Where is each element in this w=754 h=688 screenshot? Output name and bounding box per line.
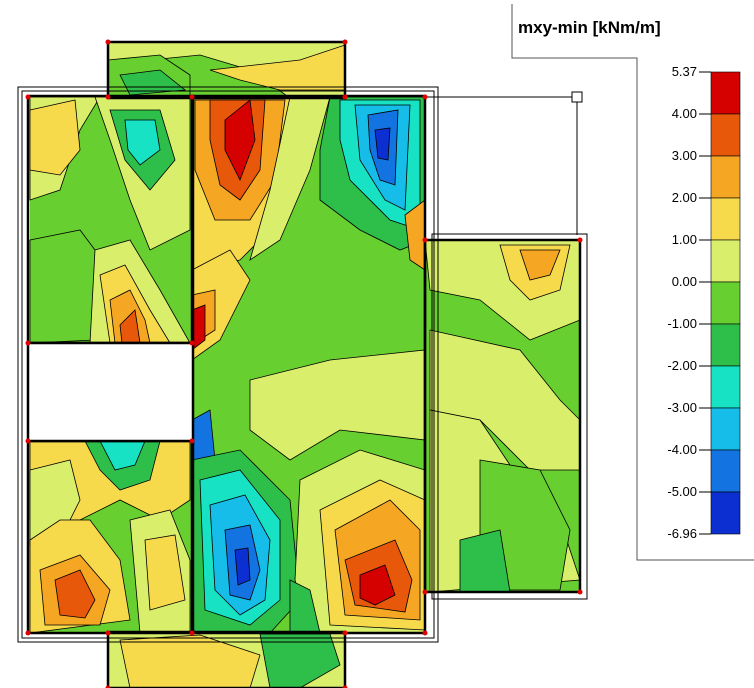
node-point xyxy=(577,237,583,243)
nodes xyxy=(25,39,583,688)
structure-outline xyxy=(17,40,588,688)
node-point xyxy=(105,39,111,45)
legend-color-swatch xyxy=(710,71,741,115)
node-point xyxy=(25,340,31,346)
contour-region xyxy=(119,634,261,688)
contour-region xyxy=(54,569,96,619)
contour-region xyxy=(374,127,391,161)
legend-color-swatch xyxy=(710,365,741,409)
node-point xyxy=(189,438,195,444)
legend-tick-label: -6.96 xyxy=(667,526,697,541)
contour-region xyxy=(249,349,426,461)
legend-color-swatch xyxy=(710,197,741,241)
legend-tick-label: 1.00 xyxy=(671,232,697,247)
legend-title: mxy-min [kNm/m] xyxy=(512,16,754,44)
legend-box-line xyxy=(511,4,754,561)
right-slab-outer xyxy=(431,233,588,600)
legend-frame xyxy=(511,4,754,561)
contour-regions xyxy=(29,41,581,688)
legend-color-swatch xyxy=(710,323,741,367)
node-point xyxy=(577,589,583,595)
opening xyxy=(26,341,195,443)
node-point xyxy=(105,94,111,100)
legend-tick-label: -2.00 xyxy=(667,358,697,373)
right-slab-outline xyxy=(423,238,582,594)
bottom-tab-outline xyxy=(106,630,347,688)
node-point xyxy=(422,94,428,100)
legend-tick-label: -4.00 xyxy=(667,442,697,457)
top-tab-outline xyxy=(106,40,347,100)
contour-region xyxy=(144,534,186,611)
legend-color-swatch xyxy=(710,113,741,157)
node-point xyxy=(189,94,195,100)
legend-tick-label: -5.00 xyxy=(667,484,697,499)
legend-tick-label: 4.00 xyxy=(671,106,697,121)
node-point xyxy=(422,237,428,243)
legend-color-swatch xyxy=(710,449,741,493)
legend-tick-label: -1.00 xyxy=(667,316,697,331)
legend-tick-label: 2.00 xyxy=(671,190,697,205)
legend-color-swatch xyxy=(710,491,741,535)
frame-handle[interactable] xyxy=(571,91,583,103)
contour-region xyxy=(119,69,187,96)
node-point xyxy=(422,630,428,636)
legend-tick-label: 3.00 xyxy=(671,148,697,163)
node-point xyxy=(105,685,111,688)
contour-region xyxy=(234,547,251,586)
node-point xyxy=(342,39,348,45)
legend-tick-label: -3.00 xyxy=(667,400,697,415)
legend-color-swatch xyxy=(710,155,741,199)
legend-tick-label: 0.00 xyxy=(671,274,697,289)
outer-boundary-inner xyxy=(21,90,435,639)
legend-color-swatch xyxy=(710,281,741,325)
legend-color-swatch xyxy=(710,407,741,451)
contour-region xyxy=(519,249,561,281)
frame-outline xyxy=(425,96,578,235)
legend-color-bar xyxy=(699,71,741,535)
node-point xyxy=(342,630,348,636)
node-point xyxy=(342,685,348,688)
outer-boundary xyxy=(17,86,439,643)
contour-region xyxy=(124,119,161,166)
node-point xyxy=(189,630,195,636)
node-point xyxy=(25,630,31,636)
node-point xyxy=(25,438,31,444)
node-point xyxy=(422,589,428,595)
node-point xyxy=(105,630,111,636)
contour-region xyxy=(359,564,396,606)
contour-region xyxy=(224,99,256,181)
legend-title-text: mxy-min [kNm/m] xyxy=(518,18,661,37)
node-point xyxy=(25,94,31,100)
legend-color-swatch xyxy=(710,239,741,283)
node-point xyxy=(189,340,195,346)
node-point xyxy=(342,94,348,100)
contour-region xyxy=(29,99,81,176)
legend-tick-label: 5.37 xyxy=(671,64,697,79)
